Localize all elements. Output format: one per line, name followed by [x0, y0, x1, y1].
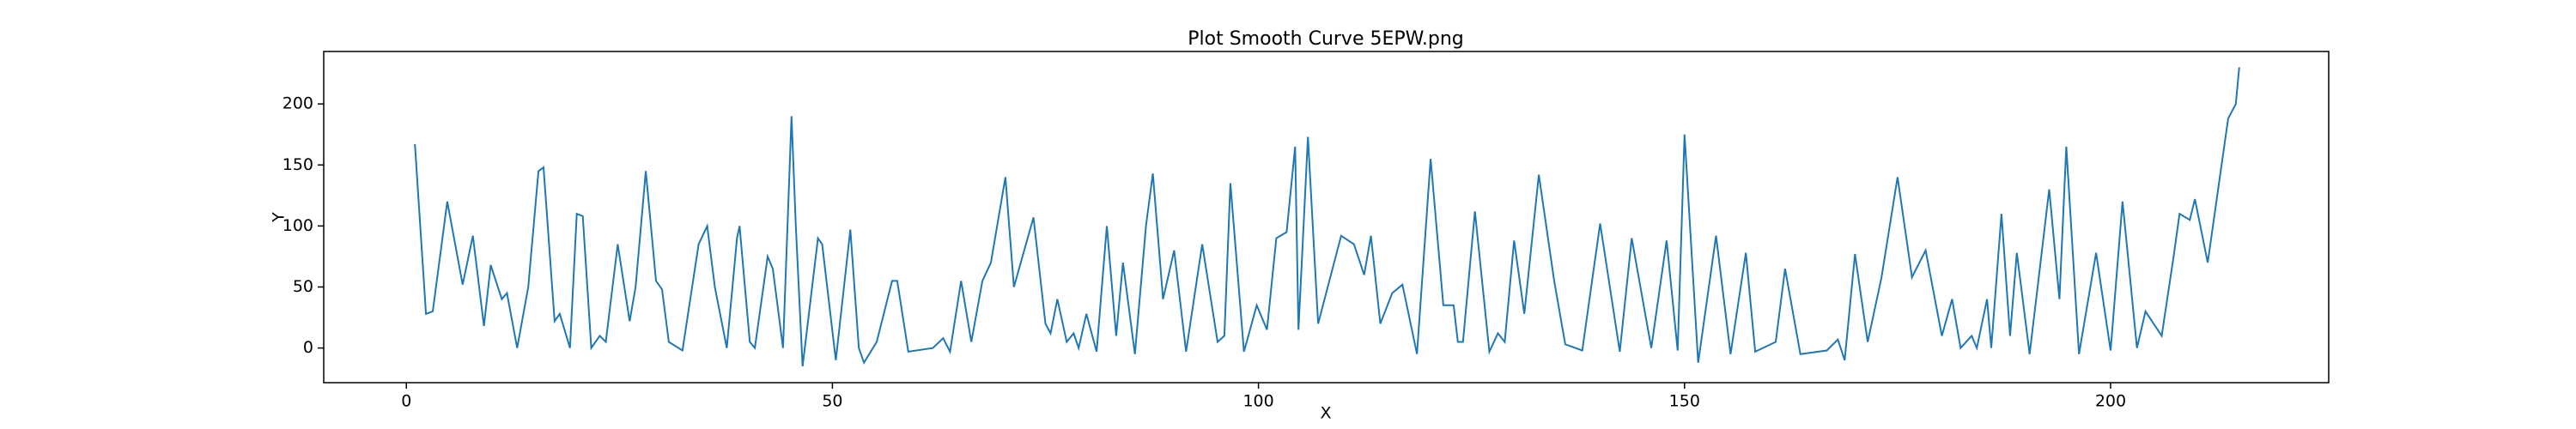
y-tick-label: 0 [303, 338, 313, 357]
y-tick-label: 150 [283, 155, 313, 174]
x-tick-label: 50 [822, 392, 842, 411]
plot-frame [323, 51, 2330, 384]
x-tick-label: 150 [1669, 392, 1700, 411]
chart-title: Plot Smooth Curve 5EPW.png [1188, 28, 1464, 50]
x-tick-label: 0 [401, 392, 411, 411]
y-tick-label: 50 [293, 277, 313, 296]
y-axis-label: Y [270, 212, 289, 223]
x-axis-label: X [1320, 404, 1331, 423]
y-tick-label: 100 [283, 216, 313, 235]
x-tick-label: 200 [2095, 392, 2126, 411]
x-tick-label: 100 [1242, 392, 1273, 411]
line-series [414, 67, 2240, 367]
y-tick-label: 200 [283, 94, 313, 113]
